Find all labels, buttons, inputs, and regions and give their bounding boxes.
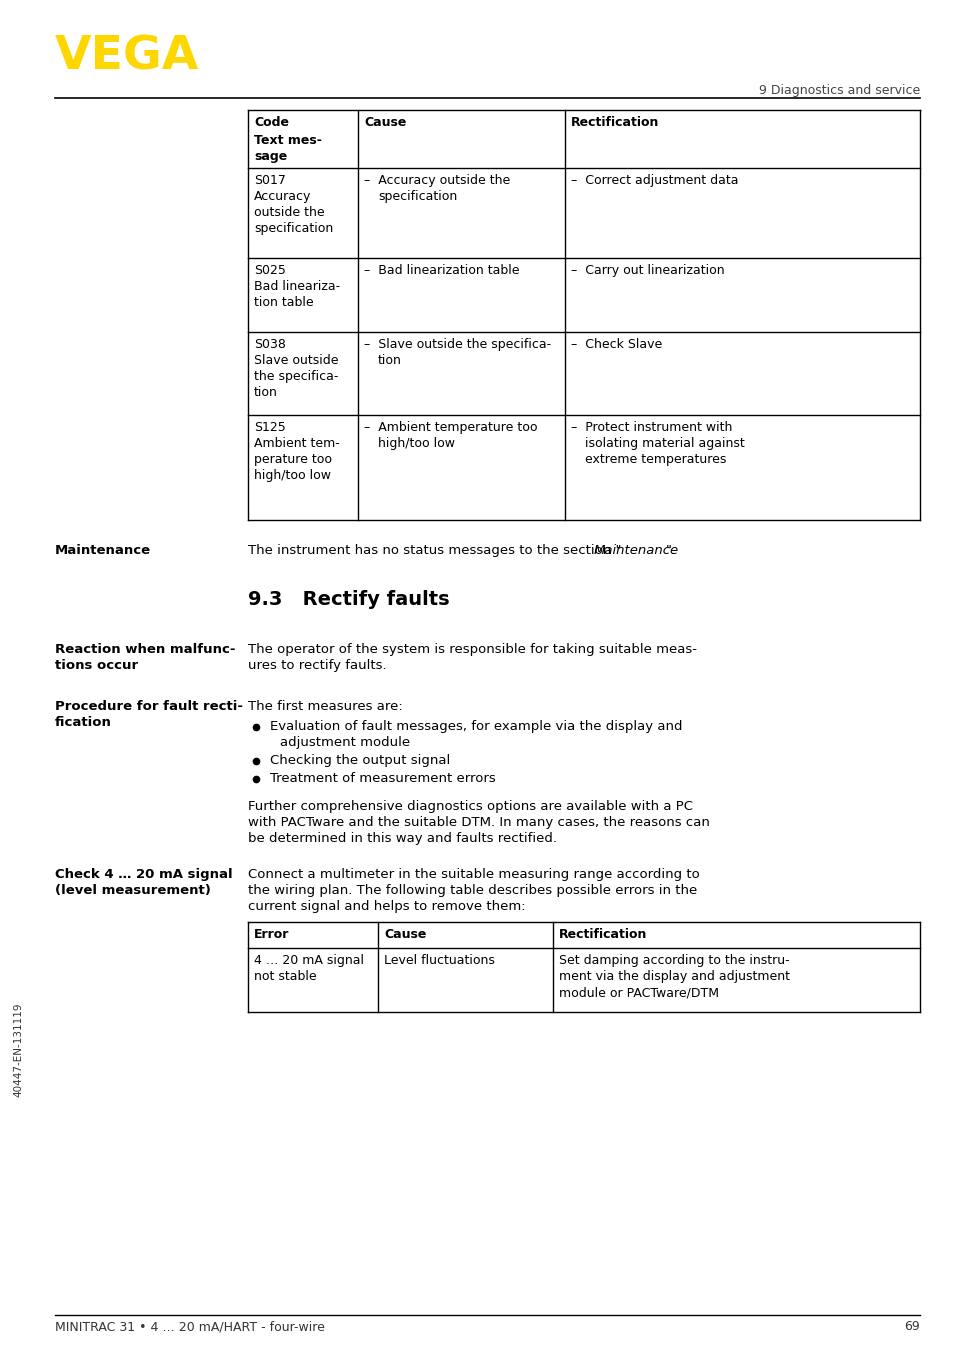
- Text: –  Correct adjustment data: – Correct adjustment data: [571, 175, 738, 187]
- Text: Checking the output signal: Checking the output signal: [270, 754, 450, 766]
- Text: the specifica-: the specifica-: [253, 370, 338, 383]
- Text: VEGA: VEGA: [55, 35, 199, 80]
- Text: Check 4 … 20 mA signal: Check 4 … 20 mA signal: [55, 868, 233, 881]
- Text: Maintenance: Maintenance: [594, 544, 679, 556]
- Text: –  Carry out linearization: – Carry out linearization: [571, 264, 724, 278]
- Text: S017: S017: [253, 175, 286, 187]
- Text: Accuracy: Accuracy: [253, 190, 311, 203]
- Text: Evaluation of fault messages, for example via the display and: Evaluation of fault messages, for exampl…: [270, 720, 681, 733]
- Text: Code: Code: [253, 116, 289, 129]
- Text: extreme temperatures: extreme temperatures: [584, 454, 725, 466]
- Text: S025: S025: [253, 264, 286, 278]
- Text: 9.3   Rectify faults: 9.3 Rectify faults: [248, 590, 449, 609]
- Text: Bad lineariza-: Bad lineariza-: [253, 280, 340, 292]
- Text: Set damping according to the instru-: Set damping according to the instru-: [558, 955, 789, 967]
- Text: 40447-EN-131119: 40447-EN-131119: [13, 1003, 23, 1097]
- Text: ures to rectify faults.: ures to rectify faults.: [248, 659, 386, 672]
- Text: The instrument has no status messages to the section ": The instrument has no status messages to…: [248, 544, 620, 556]
- Text: ".: ".: [665, 544, 676, 556]
- Text: –  Protect instrument with: – Protect instrument with: [571, 421, 732, 435]
- Text: –  Ambient temperature too: – Ambient temperature too: [364, 421, 537, 435]
- Text: outside the: outside the: [253, 206, 324, 219]
- Text: S125: S125: [253, 421, 286, 435]
- Text: tion table: tion table: [253, 297, 314, 309]
- Text: isolating material against: isolating material against: [584, 437, 744, 450]
- Text: module or PACTware/DTM: module or PACTware/DTM: [558, 986, 719, 999]
- Text: –  Check Slave: – Check Slave: [571, 338, 661, 351]
- Text: –  Slave outside the specifica-: – Slave outside the specifica-: [364, 338, 551, 351]
- Text: the wiring plan. The following table describes possible errors in the: the wiring plan. The following table des…: [248, 884, 697, 896]
- Text: Maintenance: Maintenance: [55, 544, 151, 556]
- Text: Error: Error: [253, 927, 289, 941]
- Text: Ambient tem-: Ambient tem-: [253, 437, 339, 450]
- Text: tion: tion: [377, 353, 401, 367]
- Text: adjustment module: adjustment module: [280, 737, 410, 749]
- Text: Slave outside: Slave outside: [253, 353, 338, 367]
- Text: tion: tion: [253, 386, 277, 399]
- Text: Level fluctuations: Level fluctuations: [384, 955, 495, 967]
- Text: Cause: Cause: [364, 116, 406, 129]
- Text: Treatment of measurement errors: Treatment of measurement errors: [270, 772, 496, 785]
- Text: Procedure for fault recti-: Procedure for fault recti-: [55, 700, 243, 714]
- Text: Rectification: Rectification: [571, 116, 659, 129]
- Text: –  Accuracy outside the: – Accuracy outside the: [364, 175, 510, 187]
- Text: fication: fication: [55, 716, 112, 728]
- Text: ment via the display and adjustment: ment via the display and adjustment: [558, 969, 789, 983]
- Text: MINITRAC 31 • 4 … 20 mA/HART - four-wire: MINITRAC 31 • 4 … 20 mA/HART - four-wire: [55, 1320, 325, 1332]
- Text: high/too low: high/too low: [253, 468, 331, 482]
- Text: –  Bad linearization table: – Bad linearization table: [364, 264, 519, 278]
- Text: high/too low: high/too low: [377, 437, 455, 450]
- Text: with PACTware and the suitable DTM. In many cases, the reasons can: with PACTware and the suitable DTM. In m…: [248, 816, 709, 829]
- Text: Text mes-: Text mes-: [253, 134, 321, 148]
- Text: (level measurement): (level measurement): [55, 884, 211, 896]
- Text: specification: specification: [377, 190, 456, 203]
- Text: Reaction when malfunc-: Reaction when malfunc-: [55, 643, 235, 655]
- Text: 9 Diagnostics and service: 9 Diagnostics and service: [758, 84, 919, 97]
- Text: current signal and helps to remove them:: current signal and helps to remove them:: [248, 900, 525, 913]
- Text: sage: sage: [253, 150, 287, 162]
- Text: The first measures are:: The first measures are:: [248, 700, 402, 714]
- Text: perature too: perature too: [253, 454, 332, 466]
- Text: Further comprehensive diagnostics options are available with a PC: Further comprehensive diagnostics option…: [248, 800, 692, 812]
- Text: 69: 69: [903, 1320, 919, 1332]
- Text: specification: specification: [253, 222, 333, 236]
- Text: S038: S038: [253, 338, 286, 351]
- Text: be determined in this way and faults rectified.: be determined in this way and faults rec…: [248, 831, 557, 845]
- Text: not stable: not stable: [253, 969, 316, 983]
- Text: Cause: Cause: [384, 927, 426, 941]
- Text: Connect a multimeter in the suitable measuring range according to: Connect a multimeter in the suitable mea…: [248, 868, 699, 881]
- Text: tions occur: tions occur: [55, 659, 138, 672]
- Text: The operator of the system is responsible for taking suitable meas-: The operator of the system is responsibl…: [248, 643, 697, 655]
- Text: Rectification: Rectification: [558, 927, 647, 941]
- Text: 4 … 20 mA signal: 4 … 20 mA signal: [253, 955, 364, 967]
